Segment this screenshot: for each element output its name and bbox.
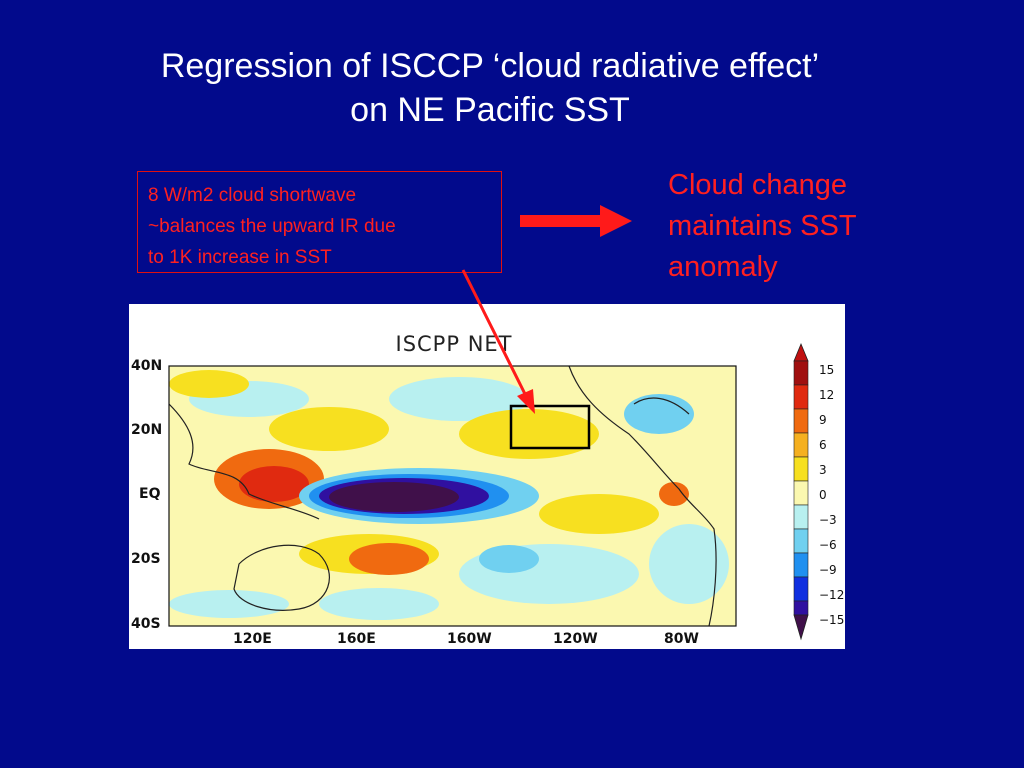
conclusion-line-1: Cloud change — [668, 169, 847, 201]
anomaly-field — [169, 366, 736, 626]
lon-label-160e: 160E — [337, 631, 376, 647]
colorbar-label: 6 — [819, 438, 827, 452]
colorbar — [793, 342, 809, 641]
colorbar-label: −15 — [819, 613, 845, 627]
title-line-1: Regression of ISCCP ‘cloud radiative eff… — [160, 47, 820, 85]
title-line-2: on NE Pacific SST — [350, 91, 630, 129]
colorbar-label: 9 — [819, 413, 827, 427]
colorbar-label: −3 — [819, 513, 837, 527]
lat-label-20n: 20N — [131, 422, 163, 438]
colorbar-label: −9 — [819, 563, 837, 577]
callout-line-3: to 1K increase in SST — [148, 247, 332, 268]
right-arrow-icon — [520, 205, 632, 237]
callout-line-2: ~balances the upward IR due — [148, 216, 396, 237]
colorbar-label: 15 — [819, 363, 835, 377]
lon-label-120e: 120E — [233, 631, 272, 647]
conclusion-line-3: anomaly — [668, 251, 778, 283]
conclusion-line-2: maintains SST — [668, 210, 857, 242]
callout-box: 8 W/m2 cloud shortwave ~balances the upw… — [137, 171, 502, 273]
lon-label-80w: 80W — [664, 631, 699, 647]
lat-label-40n: 40N — [131, 358, 163, 374]
colorbar-label: 3 — [819, 463, 827, 477]
lat-label-40s: 40S — [131, 616, 161, 632]
map-frame — [168, 365, 737, 627]
lon-label-120w: 120W — [553, 631, 598, 647]
lat-label-eq: EQ — [139, 486, 161, 502]
colorbar-label: −6 — [819, 538, 837, 552]
callout-line-1: 8 W/m2 cloud shortwave — [148, 185, 357, 206]
colorbar-label: −12 — [819, 588, 845, 602]
pointer-arrow-icon — [461, 269, 535, 414]
lat-label-20s: 20S — [131, 551, 161, 567]
map-graphic — [168, 342, 809, 641]
slide-title: Regression of ISCCP ‘cloud radiative eff… — [60, 44, 920, 132]
coastlines — [169, 366, 717, 626]
map-title: ISCPP NET — [395, 332, 513, 356]
lon-label-160w: 160W — [447, 631, 492, 647]
colorbar-label: 0 — [819, 488, 827, 502]
conclusion-text: Cloud change maintains SST anomaly — [668, 165, 857, 288]
ne-pacific-box — [509, 404, 591, 450]
isccp-map-figure: ISCPP NET 40N 20N EQ 20S 40S 120E 160E 1… — [129, 304, 845, 649]
colorbar-label: 12 — [819, 388, 835, 402]
